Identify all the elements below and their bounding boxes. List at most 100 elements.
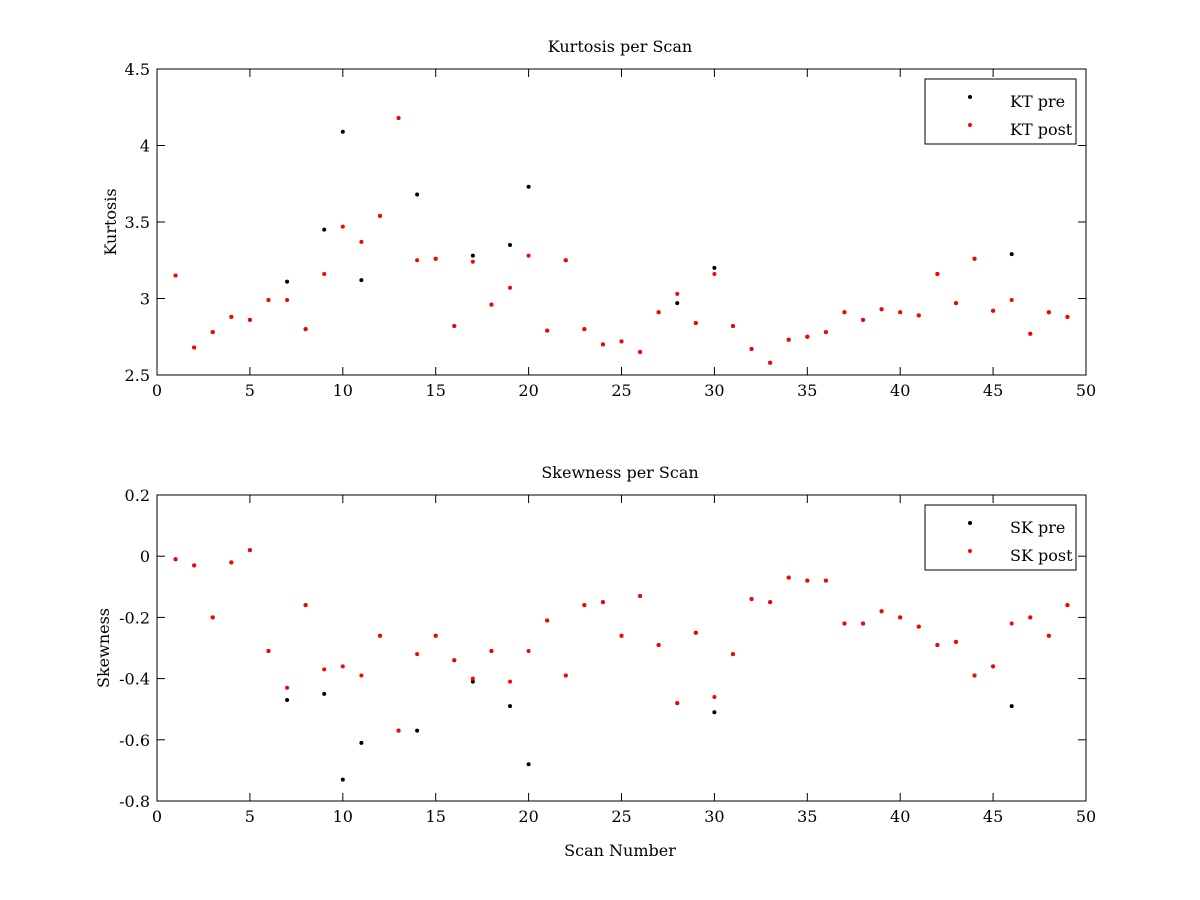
data-point-post [693,320,698,325]
skewness-chart: Skewness per Scan 0 5 10 15 20 25 30 35 40 45 50 -… [94,463,1096,860]
data-point-post [730,652,735,657]
y-tick-label: -0.4 [119,670,150,689]
legend-label-post: KT post [1010,120,1073,139]
y-axis: 2.5 3 3.5 4 4.5 [125,60,1086,385]
data-point-post [1065,314,1070,319]
y-tick-label: 0.2 [125,486,150,505]
data-point-post [396,115,401,120]
data-point-post [452,658,457,663]
data-point-post [1046,310,1051,315]
x-tick-label: 15 [426,381,446,400]
data-point-post [526,253,531,258]
data-point-post [247,317,252,322]
x-tick-label: 50 [1076,807,1096,826]
data-point-post [192,345,197,350]
data-point-pre [359,740,364,745]
y-tick-label: -0.6 [119,731,150,750]
data-point-post [563,258,568,263]
data-point-pre [675,301,680,306]
x-tick-label: 35 [797,807,817,826]
data-point-post [972,256,977,261]
data-point-post [433,256,438,261]
data-point-post [526,649,531,654]
legend-box [924,78,1077,145]
x-tick-label: 15 [426,807,446,826]
data-point-post [898,310,903,315]
data-point-post [359,239,364,244]
data-point-post [415,258,420,263]
data-point-post [675,701,680,706]
data-point-post [749,346,754,351]
data-point-post [638,350,643,355]
data-point-post [991,308,996,313]
legend-label-post: SK post [1010,546,1073,565]
data-point-post [786,337,791,342]
data-point-pre [526,762,531,767]
data-point-post [879,609,884,614]
data-point-pre [526,184,531,189]
x-tick-label: 45 [983,807,1003,826]
data-point-post [842,621,847,626]
data-point-post [1028,331,1033,336]
data-point-post [768,360,773,365]
y-axis-label: Skewness [94,608,113,688]
data-point-post [953,639,958,644]
data-point-post [285,298,290,303]
data-point-pre [470,679,475,684]
data-point-pre [1009,252,1014,257]
data-point-pre [285,698,290,703]
y-tick-label: 4.5 [125,60,150,79]
data-point-post [266,298,271,303]
data-point-post [935,642,940,647]
data-point-post [322,667,327,672]
data-point-post [470,676,475,681]
data-point-pre [285,279,290,284]
data-point-post [1009,298,1014,303]
data-point-post [173,557,178,562]
data-point-post [433,633,438,638]
chart-title: Skewness per Scan [541,463,698,482]
x-tick-label: 10 [333,381,353,400]
data-point-post [619,633,624,638]
data-point-post [229,560,234,565]
x-tick-label: 0 [152,381,162,400]
data-point-post [823,578,828,583]
data-point-post [545,328,550,333]
x-axis: 0 5 10 15 20 25 30 35 40 45 50 [152,495,1096,826]
data-point-post [712,272,717,277]
legend-label-pre: SK pre [1010,518,1065,537]
x-tick-label: 45 [983,381,1003,400]
legend-label-pre: KT pre [1010,92,1065,111]
data-point-post [396,728,401,733]
x-tick-label: 40 [890,807,910,826]
legend-marker-pre [968,95,972,99]
data-point-post [1065,603,1070,608]
data-points [173,548,1070,782]
data-point-post [303,327,308,332]
data-point-post [563,673,568,678]
legend: SK pre SK post [924,504,1077,571]
data-point-post [322,272,327,277]
y-tick-label: 3 [140,290,150,309]
data-point-post [879,307,884,312]
legend-marker-post [968,549,972,553]
x-tick-label: 20 [518,381,538,400]
x-tick-label: 0 [152,807,162,826]
data-point-pre [470,253,475,258]
data-point-pre [1009,704,1014,709]
data-point-post [582,603,587,608]
x-tick-label: 25 [611,381,631,400]
data-point-post [452,324,457,329]
data-point-post [359,673,364,678]
data-point-post [1028,615,1033,620]
x-tick-label: 20 [518,807,538,826]
x-axis: 0 5 10 15 20 25 30 35 40 45 50 [152,69,1096,400]
y-axis: -0.8 -0.6 -0.4 -0.2 0 0.2 [119,486,1086,811]
data-point-pre [359,278,364,283]
data-point-pre [508,242,513,247]
data-point-post [935,272,940,277]
data-point-post [340,224,345,229]
data-point-pre [712,265,717,270]
data-points [173,115,1070,365]
